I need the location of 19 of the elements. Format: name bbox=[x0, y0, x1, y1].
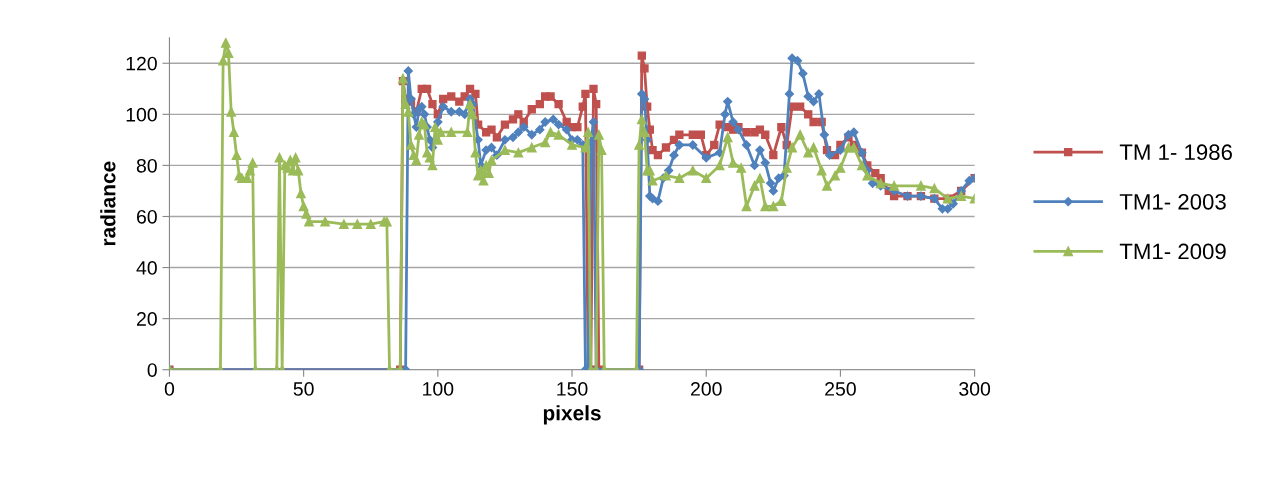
legend-label: TM1- 2003 bbox=[1119, 193, 1226, 210]
y-tick-label: 0 bbox=[147, 363, 157, 377]
x-tick-label: 100 bbox=[423, 382, 454, 396]
legend-label: TM 1- 1986 bbox=[1119, 144, 1232, 161]
x-tick-label: 0 bbox=[164, 382, 175, 396]
y-tick-label: 60 bbox=[137, 209, 157, 224]
x-tick-label: 150 bbox=[557, 382, 588, 396]
x-tick-label: 300 bbox=[959, 382, 991, 396]
y-tick-label: 80 bbox=[136, 158, 157, 173]
x-tick-label: 50 bbox=[293, 382, 314, 396]
legend-label: TM1- 2009 bbox=[1119, 243, 1226, 260]
y-tick-label: 120 bbox=[126, 56, 157, 71]
y-tick-label: 40 bbox=[136, 261, 157, 275]
y-tick-label: 100 bbox=[126, 107, 157, 122]
x-tick-label: 250 bbox=[825, 382, 856, 396]
x-axis-title: pixels bbox=[543, 405, 601, 425]
x-tick-label: 200 bbox=[690, 382, 722, 396]
y-axis-title: radiance bbox=[100, 161, 116, 246]
y-tick-label: 20 bbox=[136, 312, 157, 326]
